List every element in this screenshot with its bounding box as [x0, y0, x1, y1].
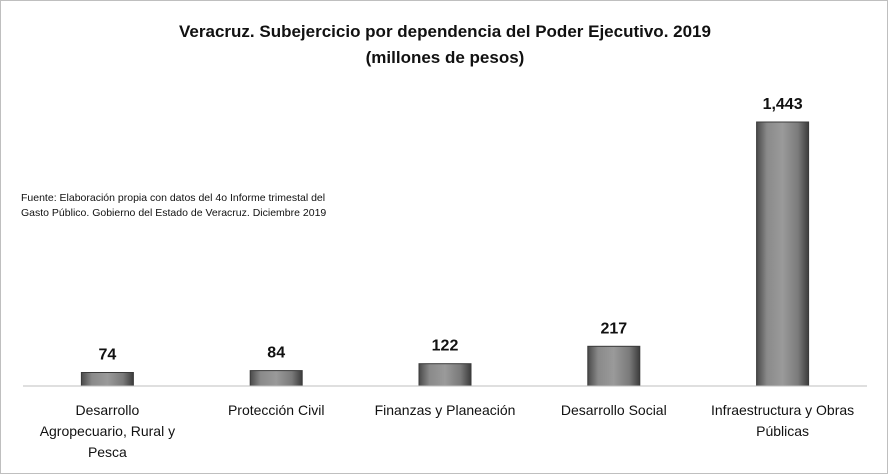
bar-2 [249, 370, 303, 387]
chart-title: Veracruz. Subejercicio por dependencia d… [179, 22, 711, 41]
category-label-3: Finanzas y Planeación [375, 402, 516, 418]
category-label-1-line-3: Pesca [88, 444, 127, 460]
category-label-5-line-1: Infraestructura y Obras [711, 402, 854, 418]
category-label-1: Desarrollo Agropecuario, Rural y Pesca [40, 402, 175, 460]
category-label-1-line-1: Desarrollo [75, 402, 139, 418]
category-label-3-line-1: Finanzas y Planeación [375, 402, 516, 418]
chart-subtitle: (millones de pesos) [366, 48, 525, 67]
value-labels-group: 74 84 122 217 1,443 [99, 96, 803, 364]
category-label-5: Infraestructura y Obras Públicas [711, 402, 854, 439]
value-label-3: 122 [432, 338, 459, 355]
category-labels-group: Desarrollo Agropecuario, Rural y Pesca Prot… [40, 402, 854, 460]
category-label-2: Protección Civil [228, 402, 324, 418]
category-label-5-line-2: Públicas [756, 423, 809, 439]
bar-4 [587, 345, 641, 387]
source-note-line-2: Gasto Público. Gobierno del Estado de Ve… [21, 207, 326, 219]
bar-3 [418, 363, 472, 387]
category-label-1-line-2: Agropecuario, Rural y [40, 423, 175, 439]
bar-5 [756, 121, 810, 387]
category-label-2-line-1: Protección Civil [228, 402, 324, 418]
value-label-2: 84 [267, 345, 285, 362]
value-label-4: 217 [600, 320, 627, 337]
value-label-1: 74 [99, 347, 117, 364]
value-label-5: 1,443 [763, 96, 803, 113]
category-label-4: Desarrollo Social [561, 402, 667, 418]
source-note-line-1: Fuente: Elaboración propia con datos del… [21, 192, 325, 204]
bar-1 [80, 372, 134, 387]
category-label-4-line-1: Desarrollo Social [561, 402, 667, 418]
